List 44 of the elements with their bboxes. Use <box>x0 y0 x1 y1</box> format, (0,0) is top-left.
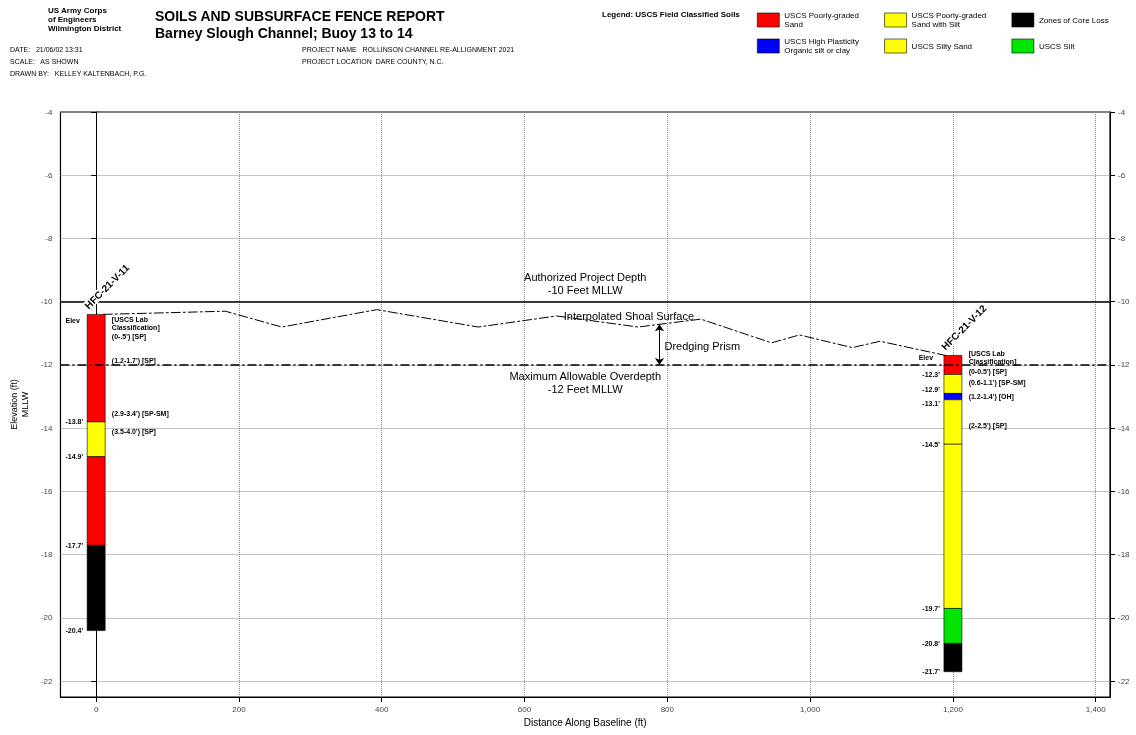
text: US Army Corps of Engineers Wilmington District <box>48 6 122 33</box>
legend-label: USCS Poorly-graded Sand with Silt <box>911 11 989 29</box>
chart-subtitle: Barney Slough Channel; Buoy 13 to 14 <box>155 25 413 41</box>
y-tick-label: -16 <box>40 486 54 496</box>
y2-tick-label: -10 <box>1118 297 1131 307</box>
y2-tick-label: -18 <box>1118 550 1131 560</box>
annotation: Dredging Prism <box>664 340 741 352</box>
x-tick-label: 400 <box>375 704 389 714</box>
y-tick-label: -20 <box>40 613 54 623</box>
y-tick-label: -12 <box>40 360 54 370</box>
legend-title: Legend: USCS Field Classified Soils <box>602 9 741 19</box>
legend-label: Zones of Core Loss <box>1038 15 1109 25</box>
y2-tick-label: -22 <box>1118 676 1131 686</box>
legend-label: USCS Silty Sand <box>911 41 973 51</box>
y2-tick-label: -12 <box>1118 360 1131 370</box>
x-tick-label: 200 <box>232 704 247 714</box>
x-tick-label: 0 <box>93 704 99 714</box>
y-tick-label: -22 <box>40 676 54 686</box>
y-tick-label: -8 <box>45 233 53 243</box>
legend-label: USCS Poorly-graded Sand <box>784 11 862 29</box>
chart-title: SOILS AND SUBSURFACE FENCE REPORT <box>155 8 446 24</box>
legend-label: USCS Silt <box>1038 41 1076 51</box>
x-tick-label: 1,400 <box>1085 704 1107 714</box>
x-axis-title: Distance Along Baseline (ft) <box>523 717 647 729</box>
y-tick-label: -10 <box>40 297 54 307</box>
y-tick-label: -4 <box>45 107 53 117</box>
x-tick-label: 1,000 <box>800 704 821 714</box>
y-tick-label: -14 <box>40 423 54 433</box>
annotation: Interpolated Shoal Surface <box>563 309 695 322</box>
y2-tick-label: -16 <box>1118 486 1131 496</box>
x-tick-label: 1,200 <box>942 704 964 714</box>
legend-label: USCS High Plasticity Organic silt or clay <box>784 37 862 55</box>
y2-tick-label: -14 <box>1118 423 1131 433</box>
x-tick-label: 600 <box>517 704 532 714</box>
y2-tick-label: -4 <box>1118 107 1126 117</box>
y2-tick-label: -8 <box>1118 233 1126 243</box>
y2-tick-label: -20 <box>1118 613 1131 623</box>
y-tick-label: -18 <box>40 550 54 560</box>
x-tick-label: 800 <box>660 704 675 714</box>
y2-tick-label: -6 <box>1118 170 1126 180</box>
y-tick-label: -6 <box>45 170 53 180</box>
y-axis-title: Elevation (ft) MLLW <box>8 379 30 430</box>
ref-line-label: Authorized Project Depth -10 Feet MLLW <box>524 271 647 297</box>
ref-line-label: Maximum Allowable Overdepth -12 Feet MLLW <box>509 370 662 396</box>
